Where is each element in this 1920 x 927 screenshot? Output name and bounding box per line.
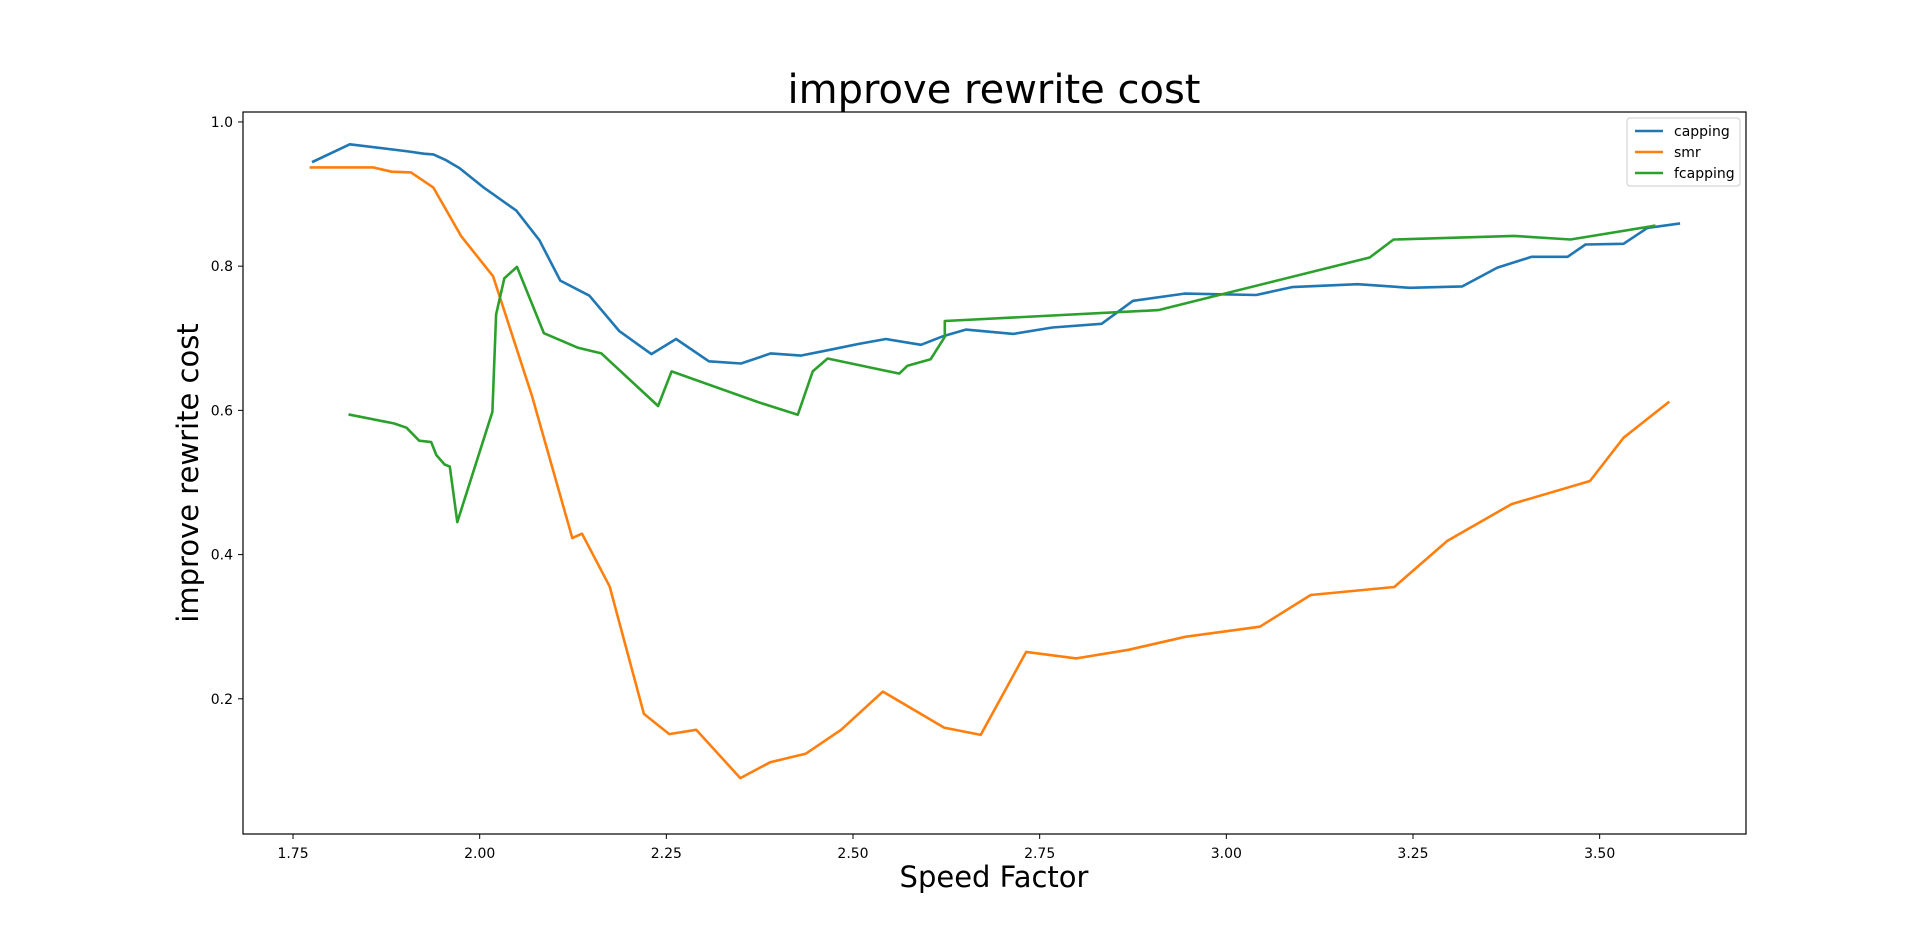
series-layer xyxy=(309,143,1681,780)
x-tick-label: 2.25 xyxy=(651,846,682,862)
plot-frame xyxy=(242,111,1747,835)
legend-entries: capping smr fcapping xyxy=(1635,124,1735,182)
legend-box xyxy=(1626,117,1741,187)
series-line-capping xyxy=(311,143,1681,365)
x-tick-label: 1.75 xyxy=(277,846,308,862)
y-tick-label: 0.6 xyxy=(211,403,233,419)
y-tick-label: 1.0 xyxy=(211,115,233,131)
legend: capping smr fcapping xyxy=(1626,117,1741,187)
x-tick-label: 2.50 xyxy=(837,846,868,862)
y-tick-label: 0.4 xyxy=(211,548,233,564)
legend-label-capping: capping xyxy=(1674,124,1730,140)
chart-title: improve rewrite cost xyxy=(788,67,1201,113)
x-tick-label: 3.25 xyxy=(1397,846,1428,862)
x-axis: 1.75 2.00 2.25 2.50 2.75 3.00 3.25 3.50 xyxy=(277,834,1615,862)
x-tick-label: 3.50 xyxy=(1584,846,1615,862)
y-tick-label: 0.8 xyxy=(211,259,233,275)
x-tick-label: 2.75 xyxy=(1024,846,1055,862)
x-axis-label: Speed Factor xyxy=(900,860,1089,894)
y-tick-label: 0.2 xyxy=(211,692,233,708)
y-axis: 0.2 0.4 0.6 0.8 1.0 xyxy=(211,115,243,708)
y-axis-label: improve rewrite cost xyxy=(171,323,205,622)
legend-label-fcapping: fcapping xyxy=(1674,166,1735,182)
x-tick-label: 3.00 xyxy=(1211,846,1242,862)
legend-label-smr: smr xyxy=(1674,145,1701,161)
x-tick-label: 2.00 xyxy=(464,846,495,862)
series-line-fcapping xyxy=(348,224,1656,524)
series-line-smr xyxy=(309,166,1671,780)
